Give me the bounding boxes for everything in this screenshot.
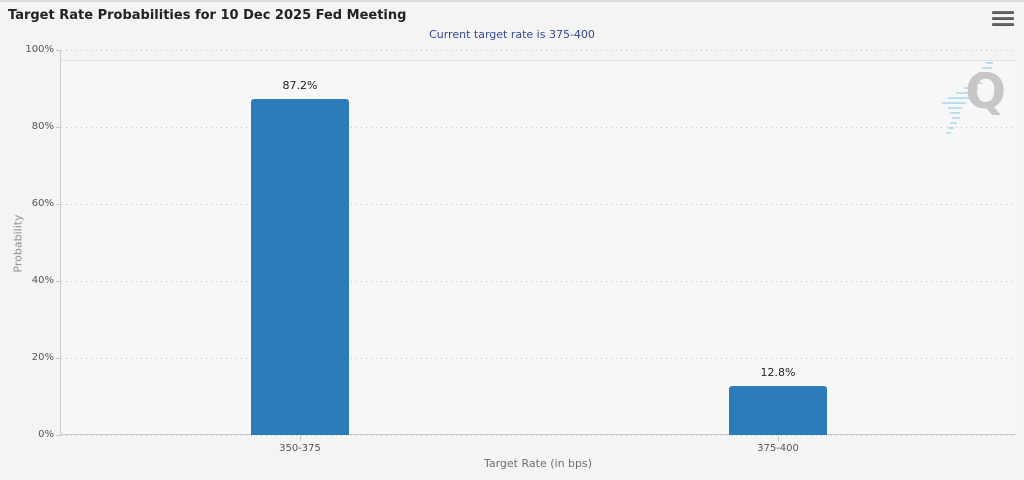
- y-gridline: [61, 358, 1016, 359]
- x-category-label: 375-400: [757, 443, 799, 454]
- y-axis-tick-label: 40%: [31, 275, 54, 286]
- x-axis-tick: [778, 436, 779, 441]
- y-axis-tick: [56, 204, 61, 205]
- y-axis-tick-label: 100%: [25, 44, 54, 55]
- hamburger-menu-icon[interactable]: [990, 8, 1016, 28]
- quikstrike-watermark: Q: [898, 62, 1008, 167]
- watermark-q-letter: Q: [965, 64, 1006, 120]
- bar-value-label: 12.8%: [760, 365, 796, 379]
- x-axis-tick: [300, 436, 301, 441]
- y-gridline: [61, 204, 1016, 205]
- y-axis-tick: [56, 50, 61, 51]
- y-axis-title: Probability: [11, 214, 25, 273]
- y-gridline: [61, 50, 1016, 51]
- bar[interactable]: [729, 385, 827, 435]
- y-axis-tick: [56, 358, 61, 359]
- y-axis-tick-label: 60%: [31, 198, 54, 209]
- y-gridline: [61, 281, 1016, 282]
- x-axis-title: Target Rate (in bps): [483, 457, 593, 470]
- bar-value-label: 87.2%: [282, 79, 318, 93]
- bar[interactable]: [251, 99, 349, 435]
- y-axis-tick-label: 80%: [31, 121, 54, 132]
- y-axis-tick-label: 0%: [38, 429, 54, 440]
- plot-background: [61, 60, 1016, 434]
- y-gridline: [61, 435, 1016, 436]
- y-gridline: [61, 127, 1016, 128]
- y-axis-tick-label: 20%: [31, 352, 54, 363]
- x-category-label: 350-375: [279, 443, 321, 454]
- chart-title: Target Rate Probabilities for 10 Dec 202…: [8, 8, 407, 23]
- plot-area: Q 0% 20% 40% 60% 80% 100% 87.2% 350-375 12.8% 375…: [25, 44, 1016, 454]
- lightning-bolt-dashes: [942, 62, 993, 134]
- plot-top-border: [61, 60, 1016, 61]
- y-axis-tick: [56, 127, 61, 128]
- y-axis-tick: [56, 281, 61, 282]
- y-axis-tick: [56, 435, 61, 436]
- chart-subtitle: Current target rate is 375-400: [429, 28, 595, 41]
